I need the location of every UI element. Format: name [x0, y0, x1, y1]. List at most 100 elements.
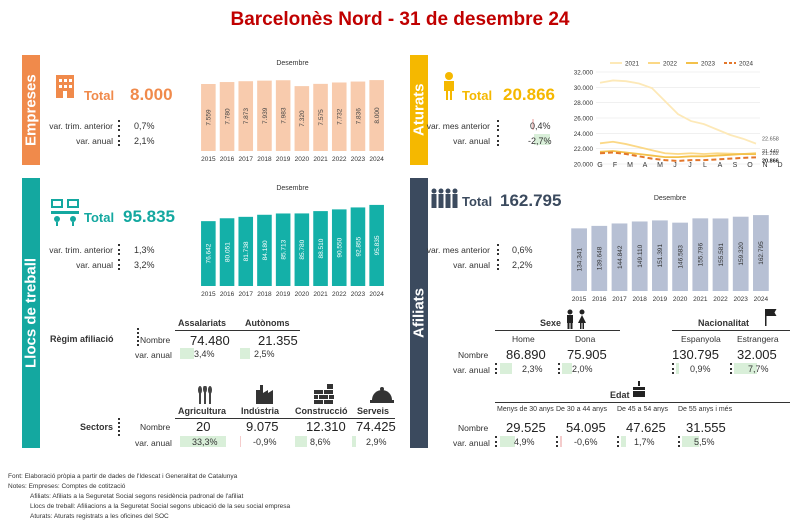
- aturats-row2-label: var. anual: [453, 136, 490, 146]
- tick-label: 2019: [276, 291, 291, 298]
- separator-line: [495, 330, 620, 331]
- sector-var-agricultura: 33,3%: [192, 437, 218, 447]
- tick-label: 2021: [313, 156, 328, 163]
- tick-label: 2023: [351, 156, 366, 163]
- workstation-icon: [51, 199, 79, 226]
- bar: [201, 221, 216, 286]
- afiliats-row2-value: 2,2%: [512, 260, 533, 270]
- end-label: 21.282: [762, 151, 779, 157]
- flag-icon: [765, 309, 777, 326]
- data-label: 155.581: [718, 243, 725, 267]
- tick-label: 2023: [733, 296, 748, 303]
- sexe-nombre-dona: 75.905: [567, 347, 607, 362]
- tick-label: 2023: [351, 291, 366, 298]
- data-label: 76.642: [206, 243, 213, 263]
- sexe-var-bar-1: [562, 363, 572, 374]
- section-label: Llocs de treball: [22, 257, 40, 369]
- separator: [558, 363, 560, 374]
- llocs-row2-value: 3,2%: [134, 260, 155, 270]
- data-label: 7.873: [243, 108, 250, 125]
- separator: [497, 120, 499, 131]
- afiliats-row1-label: var. mes anterior: [426, 245, 490, 255]
- tick-label: 2024: [369, 291, 384, 298]
- tick-label: 2016: [592, 296, 607, 303]
- sexe-var-dona: 2,0%: [572, 364, 593, 374]
- bar: [652, 220, 668, 291]
- llocs-total-label: Total: [84, 210, 115, 225]
- data-label: 8.000: [374, 107, 381, 124]
- chart-title: Desembre: [276, 185, 308, 192]
- series-line-2024: [599, 151, 757, 162]
- person-icon: [444, 72, 454, 100]
- nacionalitat-title: Nacionalitat: [698, 318, 750, 328]
- note-font: Font: Elaboració pròpia a partir de dade…: [8, 473, 238, 480]
- sector-col-construccio: Construcció: [295, 406, 348, 416]
- bar: [631, 221, 648, 291]
- tick-label: 2020: [295, 291, 310, 298]
- edat-var-3: 5,5%: [694, 437, 715, 447]
- afiliats-bar-chart: Desembre 134.341 2015 139.648 2016 144.842 201…: [571, 195, 769, 303]
- end-label: 21.440: [762, 149, 779, 155]
- y-tick-label: 30.000: [574, 85, 594, 92]
- end-label: 20.866: [762, 158, 779, 164]
- nacionalitat-var-espanyola: 0,9%: [690, 364, 711, 374]
- tick-label: 2017: [612, 296, 627, 303]
- x-tick-label: L: [703, 162, 707, 169]
- separator: [118, 418, 120, 436]
- bar: [331, 209, 347, 286]
- bar: [591, 225, 608, 291]
- legend-label: 2022: [663, 61, 678, 68]
- x-tick-label: J: [688, 162, 692, 169]
- edat-nombre-0: 29.525: [506, 420, 546, 435]
- tick-label: 2017: [239, 291, 254, 298]
- tick-label: 2018: [632, 296, 647, 303]
- regim-nombre-autonoms: 21.355: [258, 333, 298, 348]
- llocs-total-value: 95.835: [123, 207, 175, 226]
- empreses-total-value: 8.000: [130, 85, 173, 104]
- edat-var-bar-0: [500, 436, 515, 447]
- regim-col-assalariats: Assalariats: [178, 318, 227, 328]
- aturats-row2-bar: [533, 134, 550, 145]
- llocs-row1-label: var. trim. anterior: [49, 245, 113, 255]
- data-label: 7.780: [224, 108, 231, 125]
- regim-col-autonoms: Autònoms: [245, 318, 290, 328]
- bar: [275, 213, 291, 286]
- aturats-row1-value: 0,4%: [530, 121, 551, 131]
- x-tick-label: G: [597, 162, 603, 169]
- y-tick-label: 20.000: [574, 162, 594, 169]
- wheat-icon: [198, 386, 212, 404]
- data-label: 85.780: [299, 239, 306, 259]
- tick-label: 2015: [572, 296, 587, 303]
- data-label: 7.575: [318, 109, 325, 126]
- separator: [118, 244, 120, 255]
- nacionalitat-var-bar-1: [734, 363, 758, 374]
- sexe-nombre-label: Nombre: [458, 350, 489, 360]
- sexe-var-label: var. anual: [453, 365, 490, 375]
- bar: [201, 83, 216, 151]
- bar: [692, 218, 709, 291]
- data-label: 162.795: [758, 241, 765, 265]
- data-label: 85.713: [280, 239, 287, 259]
- sexe-col-dona: Dona: [575, 334, 596, 344]
- aturats-total-value: 20.866: [503, 85, 555, 104]
- data-label: 7.836: [355, 108, 362, 125]
- y-tick-label: 28.000: [574, 100, 594, 107]
- separator-line: [495, 402, 790, 403]
- separator: [672, 363, 674, 374]
- data-label: 7.320: [299, 110, 306, 127]
- edat-var-bar-3: [682, 436, 699, 447]
- data-label: 149.110: [637, 244, 644, 267]
- data-label: 151.391: [657, 244, 664, 268]
- sector-var-industria: -0,9%: [253, 437, 277, 447]
- separator: [497, 244, 499, 255]
- sector-col-industria: Indústria: [241, 406, 280, 416]
- sectors-title: Sectors: [80, 422, 114, 432]
- separator: [556, 436, 558, 447]
- section-label: Afiliats: [410, 288, 428, 339]
- aturats-row1-label: var. mes anterior: [426, 121, 490, 131]
- regim-title: Règim afiliació: [50, 334, 114, 344]
- bar: [611, 223, 628, 291]
- sexe-var-home: 2,3%: [522, 364, 543, 374]
- bar: [753, 215, 769, 291]
- aturats-line-chart: 20.000 22.000 24.000 26.000 28.000 30.000 32.0…: [574, 61, 779, 169]
